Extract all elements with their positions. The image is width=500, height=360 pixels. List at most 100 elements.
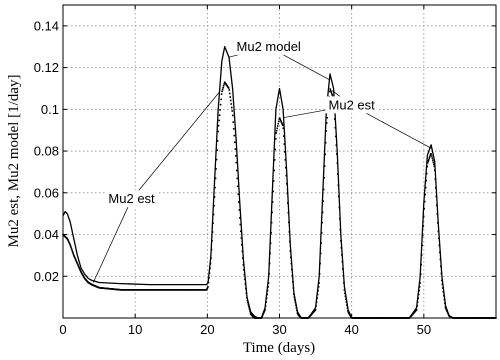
mu2-est-point: [427, 159, 430, 161]
mu2-est-point: [268, 262, 271, 265]
mu2-est-point: [72, 252, 74, 255]
mu2-est-point: [336, 153, 338, 155]
mu2-est-point: [234, 154, 237, 157]
annotation-mu2-model: Mu2 model: [237, 39, 301, 54]
mu2-est-point: [435, 195, 438, 198]
mu2-est-point: [76, 263, 79, 266]
mu2-est-point: [348, 313, 351, 315]
mu2-est-point: [245, 287, 247, 290]
mu2-est-point: [284, 166, 287, 169]
mu2-est-point: [434, 169, 436, 172]
mu2-est-point: [207, 286, 209, 288]
mu2-est-point: [219, 103, 222, 106]
mu2-est-point: [262, 313, 264, 316]
mu2-est-point: [221, 88, 224, 91]
mu2-est-point: [241, 243, 243, 246]
annotation-arrow: [131, 92, 220, 200]
mu2-est-point: [346, 304, 348, 306]
mu2-est-point: [440, 272, 443, 275]
mu2-est-point: [288, 221, 290, 224]
mu2-est-point: [70, 248, 73, 250]
mu2-est-point: [249, 310, 251, 312]
mu2-est-point: [435, 186, 437, 189]
mu2-est-point: [294, 299, 296, 301]
mu2-est-point: [280, 122, 283, 124]
mu2-est-point: [212, 213, 215, 216]
mu2-est-point: [423, 207, 425, 210]
mu2-est-point: [222, 86, 224, 89]
mu2-est-point: [208, 277, 210, 279]
mu2-est-point: [74, 257, 76, 260]
mu2-est-point: [425, 179, 428, 182]
mu2-est-point: [269, 252, 271, 255]
mu2-est-point: [234, 148, 237, 150]
mu2-est-point: [227, 87, 230, 89]
mu2-est-point: [345, 298, 347, 301]
mu2-est-point: [446, 311, 449, 313]
annotation-mu2-est: Mu2 est: [108, 191, 155, 206]
mu2-est-point: [236, 177, 239, 180]
mu2-est-point: [294, 301, 297, 304]
mu2-est-point: [77, 265, 80, 268]
mu2-est-point: [264, 305, 267, 307]
mu2-est-point: [445, 307, 447, 310]
mu2-est-point: [347, 311, 350, 314]
mu2-est-point: [426, 165, 429, 168]
mu2-est-point: [344, 295, 347, 298]
mu2-est-point: [216, 149, 218, 152]
mu2-est-point: [68, 241, 70, 244]
mu2-est-point: [78, 268, 81, 270]
mu2-est-point: [213, 204, 215, 207]
mu2-est-point: [77, 264, 79, 267]
mu2-est-point: [269, 242, 272, 244]
mu2-est-point: [268, 272, 270, 275]
mu2-est-point: [329, 89, 332, 92]
mu2-est-point: [349, 315, 352, 317]
mu2-est-point: [325, 122, 328, 124]
mu2-est-point: [229, 96, 232, 98]
mu2-est-point: [290, 262, 293, 265]
ticks-layer: 0 10 20 30 40 50 0.02 0.04 0.06 0.08 0.1 0.12 0.14: [34, 5, 496, 337]
mu2-est-point: [436, 204, 438, 207]
mu2-est-point: [236, 185, 239, 188]
mu2-est-point: [71, 251, 74, 253]
mu2-est-point: [341, 254, 343, 256]
mu2-est-point: [69, 245, 72, 247]
mu2-est-point: [262, 312, 265, 314]
mu2-est-point: [419, 282, 421, 284]
mu2-est-point: [423, 200, 426, 203]
mu2-est-point: [432, 161, 435, 164]
mu2-est-point: [66, 238, 69, 240]
mu2-est-point: [346, 307, 349, 309]
mu2-est-point: [319, 252, 322, 255]
mu2-est-point: [239, 223, 242, 226]
mu2-est-point: [248, 308, 251, 310]
mu2-est-point: [247, 303, 250, 306]
mu2-est-point: [280, 120, 283, 123]
mu2-est-point: [220, 98, 222, 101]
annotation-bg: [105, 190, 159, 208]
mu2-est-point: [340, 247, 343, 249]
mu2-est-point: [417, 293, 420, 296]
mu2-est-point: [79, 270, 82, 273]
mu2-est-point: [420, 254, 423, 256]
mu2-est-point: [341, 261, 344, 263]
mu2-est-point: [219, 109, 221, 111]
mu2-est-point: [214, 186, 216, 189]
mu2-est-point: [82, 275, 85, 278]
mu2-est-point: [425, 172, 428, 175]
mu2-est-point: [218, 119, 220, 122]
mu2-est-point: [218, 114, 221, 116]
mu2-est-point: [441, 279, 443, 282]
mu2-est-point: [217, 130, 219, 133]
annotation-bg: [325, 96, 379, 114]
mu2-est-point: [229, 99, 232, 102]
mu2-est-point: [75, 259, 77, 262]
mu2-est-point: [319, 262, 321, 265]
mu2-est-point: [430, 153, 433, 155]
mu2-est-point: [222, 85, 225, 87]
mu2-est-point: [442, 291, 445, 293]
mu2-est-point: [421, 244, 423, 247]
mu2-est-point: [318, 272, 321, 275]
mu2-est-point: [270, 221, 273, 224]
